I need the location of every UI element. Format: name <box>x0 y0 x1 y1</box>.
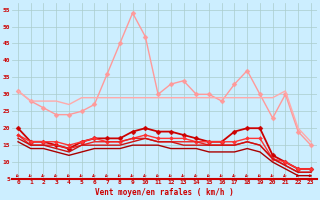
X-axis label: Vent moyen/en rafales ( km/h ): Vent moyen/en rafales ( km/h ) <box>95 188 234 197</box>
